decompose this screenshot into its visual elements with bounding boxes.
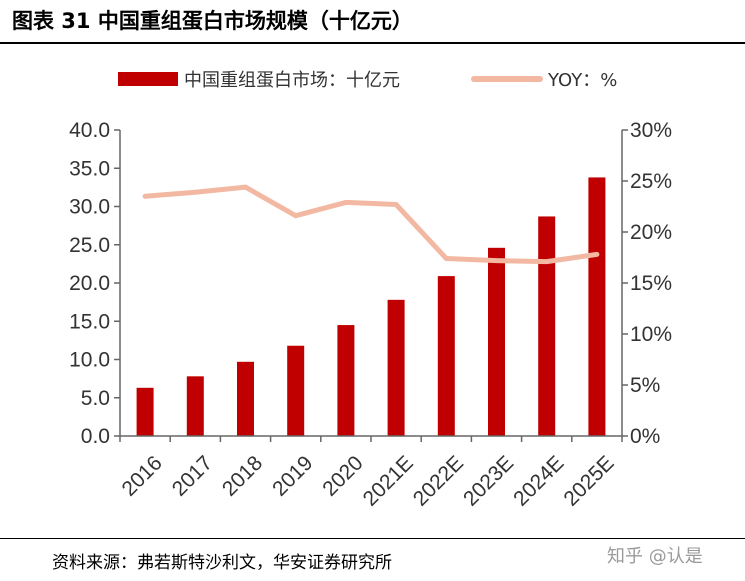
x-tick-label: 2017 [168,451,217,500]
x-tick-label: 2018 [218,451,267,500]
right-tick-label: 20% [630,221,672,244]
yoy-line-series [142,184,600,265]
left-tick-label: 40.0 [69,119,110,142]
left-tick-label: 25.0 [69,234,110,257]
bar-2024E [538,216,556,436]
left-tick-label: 20.0 [69,272,110,295]
left-tick-label: 10.0 [69,349,110,372]
x-tick-label: 2019 [268,451,317,500]
right-tick-label: 5% [630,374,660,397]
bar-2019 [287,345,305,436]
legend-swatch-bar [118,72,178,86]
right-tick-label: 30% [630,119,672,142]
title-rule [0,42,745,44]
yoy-line [142,184,600,265]
left-tick-label: 0.0 [81,425,110,448]
source-note: 资料来源：弗若斯特沙利文，华安证券研究所 [52,553,392,573]
legend-label-line: YOY：% [547,70,617,91]
left-tick-label: 35.0 [69,157,110,180]
bar-2025E [588,177,606,436]
left-tick-label: 5.0 [81,387,110,410]
x-tick-label: 2016 [118,451,167,500]
bar-2022E [437,276,455,436]
right-tick-label: 15% [630,272,672,295]
right-tick-label: 10% [630,323,672,346]
watermark: 知乎 @认是 [607,546,703,567]
axes: 0.0 5.0 10.0 15.0 20.0 25.0 30.0 35.0 40.0 0% 5% 10… [69,119,672,511]
bar-2018 [237,361,254,436]
x-tick-label: 2025E [559,451,618,510]
bar-2021E [387,299,405,436]
x-tick-label: 2022E [409,451,468,510]
bar-series [136,177,606,436]
figure-title: 图表 31 中国重组蛋白市场规模（十亿元） [12,9,413,33]
bar-2017 [186,376,204,436]
legend-label-bar: 中国重组蛋白市场：十亿元 [184,70,400,91]
x-tick-label: 2021E [359,451,418,510]
left-tick-label: 15.0 [69,310,110,333]
bar-2016 [136,387,154,436]
bar-2020 [337,325,355,436]
right-tick-label: 25% [630,170,672,193]
x-tick-label: 2023E [459,451,518,510]
chart-legend: 中国重组蛋白市场：十亿元 YOY：% [118,70,617,91]
bar-2023E [488,247,505,436]
right-tick-label: 0% [630,425,660,448]
x-tick-label: 2024E [509,451,568,510]
source-rule [0,538,745,539]
left-tick-label: 30.0 [69,196,110,219]
